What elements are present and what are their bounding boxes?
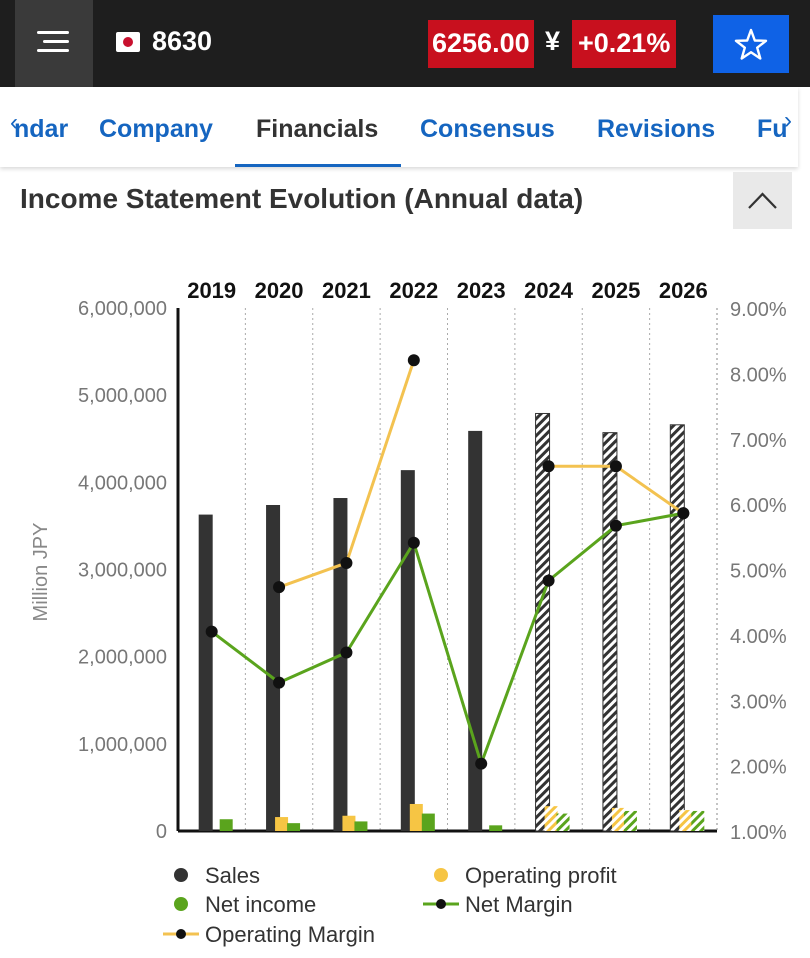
tab-revisions[interactable]: Revisions [597,115,716,143]
operating-profit-bar [611,807,625,831]
y2-tick-label: 6.00% [730,495,787,517]
y2-tick-label: 7.00% [730,430,787,452]
legend-label: Net income [205,892,316,917]
operating-profit-bar [342,815,356,831]
y2-tick-label: 1.00% [730,822,787,844]
legend-label: Operating Margin [205,922,375,947]
change-badge: +0.21% [572,20,677,68]
operating-profit-bar [679,810,693,831]
sales-bar [468,430,483,831]
sales-bar [198,514,213,831]
chevron-left-icon[interactable]: ‹ [10,109,18,136]
y-tick-label: 2,000,000 [78,647,167,669]
net-margin-point [407,536,420,549]
net-income-bar [623,810,637,831]
sales-bar [266,504,281,831]
year-label: 2022 [389,278,438,303]
y2-tick-label: 2.00% [730,757,787,779]
y-tick-label: 6,000,000 [78,298,167,320]
collapse-button[interactable] [733,172,792,229]
operating-margin-point [609,460,622,473]
legend-marker [176,929,186,939]
tab-bar: ‹ ndar Company Financials Consensus Revi… [0,87,798,167]
y2-tick-label: 3.00% [730,691,787,713]
sales-bar [535,412,551,832]
net-income-bar [691,810,705,831]
currency-symbol: ¥ [545,26,561,56]
net-margin-point [677,507,690,520]
tab-company[interactable]: Company [99,115,213,143]
operating-margin-point [340,556,353,569]
net-margin-point [542,574,555,587]
net-margin-point [609,519,622,532]
legend-marker [174,868,188,882]
hamburger-icon [37,31,69,34]
net-income-bar [354,821,368,831]
income-chart: 2019 2020 2021 2022 2023 2024 2025 2026 6,000,00… [30,278,787,947]
year-label: 2025 [591,278,640,303]
legend-marker [434,868,448,882]
legend-marker [436,899,446,909]
sales-bar [602,432,618,832]
hamburger-icon-line [37,49,69,52]
y-tick-label: 0 [156,821,167,843]
watchlist-button[interactable] [713,15,789,73]
net-margin-point [475,757,488,770]
y-tick-label: 1,000,000 [78,734,167,756]
net-income-bar [219,819,233,831]
active-tab-indicator [235,164,401,167]
net-income-bar [556,813,570,831]
chevron-right-icon[interactable]: › [784,107,792,134]
net-income-bar [287,823,301,831]
year-label: 2021 [322,278,371,303]
net-income-bar [489,825,503,831]
star-icon [734,28,768,60]
section-title: Income Statement Evolution (Annual data) [20,183,584,214]
legend-label: Net Margin [465,892,573,917]
ticker-symbol: 8630 [152,26,213,56]
y2-tick-label: 5.00% [730,561,787,583]
net-margin-point [273,676,286,689]
year-label: 2023 [457,278,506,303]
net-margin-point [205,625,218,638]
operating-profit-bar [544,806,558,831]
chevron-up-icon [748,192,777,209]
sales-bar [333,498,348,831]
price-badge: 6256.00 [428,20,534,68]
hamburger-icon-line [43,40,69,43]
japan-flag-icon [116,32,140,52]
year-label: 2024 [524,278,574,303]
net-margin-point [340,646,353,659]
year-label: 2020 [255,278,304,303]
tab-consensus[interactable]: Consensus [420,115,555,143]
net-income-bar [421,813,435,831]
sales-bar [400,470,415,831]
y-tick-label: 3,000,000 [78,560,167,582]
y-tick-label: 4,000,000 [78,472,167,494]
year-label: 2019 [187,278,236,303]
operating-margin-point [273,581,286,594]
legend-label: Operating profit [465,863,617,888]
y2-tick-label: 4.00% [730,626,787,648]
year-label: 2026 [659,278,708,303]
menu-button[interactable] [15,0,93,87]
net-margin-line [210,511,684,769]
operating-profit-bar [409,803,423,831]
y-axis-label: Million JPY [30,523,52,622]
top-bar: 8630 6256.00 ¥ +0.21% [0,0,810,87]
y2-tick-label: 9.00% [730,299,787,321]
sales-bar [669,424,685,832]
tab-calendar[interactable]: ndar [14,115,69,143]
operating-margin-point [407,354,420,367]
y2-tick-label: 8.00% [730,364,787,386]
operating-profit-bar [275,817,289,831]
operating-margin-point [542,460,555,473]
legend-label: Sales [205,863,260,888]
y-tick-label: 5,000,000 [78,385,167,407]
tab-future[interactable]: Fu [757,115,788,143]
legend-marker [174,897,188,911]
tab-financials[interactable]: Financials [256,115,379,143]
